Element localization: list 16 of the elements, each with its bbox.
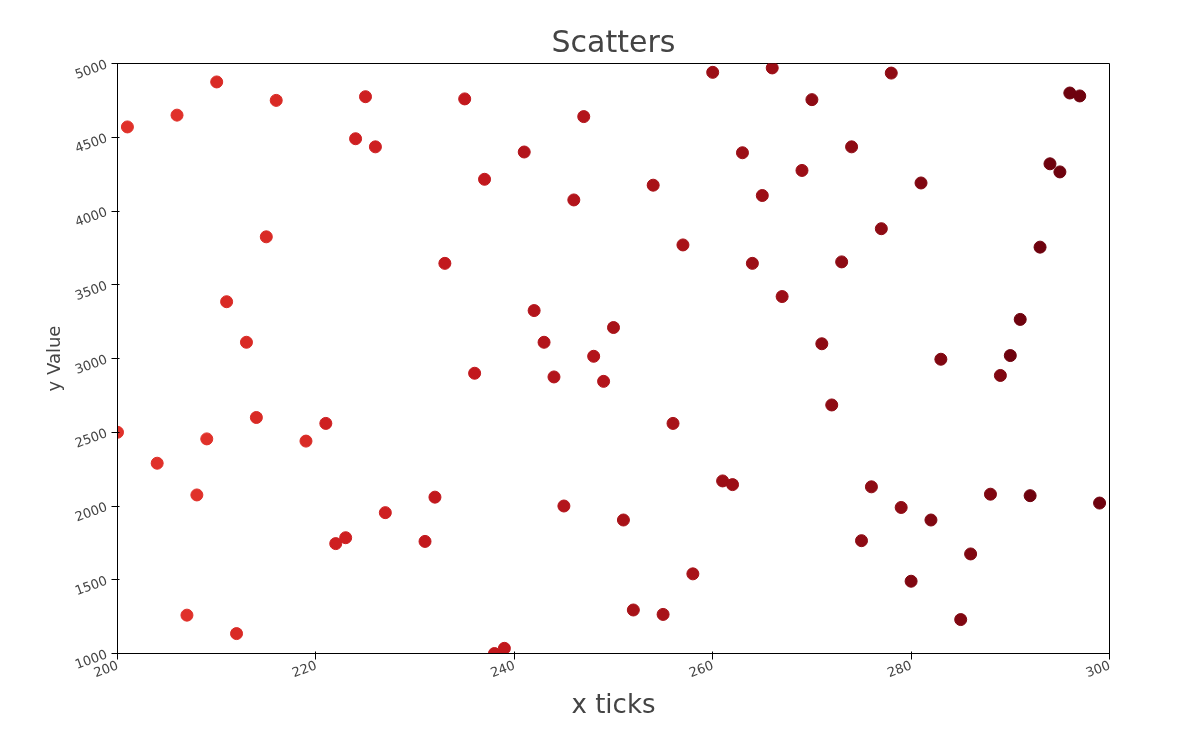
x-axis-title: x ticks xyxy=(571,689,656,720)
y-tick-label: 1500 xyxy=(72,572,110,599)
y-tick-label: 3500 xyxy=(72,277,110,304)
y-tick-label: 2500 xyxy=(72,425,110,451)
x-tick-label: 280 xyxy=(885,657,914,681)
x-tick-label: 300 xyxy=(1083,657,1113,681)
y-tick-label: 4500 xyxy=(72,130,110,156)
chart-title: Scatters xyxy=(551,23,676,59)
y-tick-label: 4000 xyxy=(72,203,110,230)
x-tick-label: 240 xyxy=(488,657,517,681)
x-tick-label: 220 xyxy=(290,657,319,681)
y-axis-title: y Value xyxy=(43,325,65,392)
y-tick-label: 5000 xyxy=(72,56,110,82)
x-tick-label: 260 xyxy=(686,657,716,681)
y-tick-label: 2000 xyxy=(72,498,110,525)
y-tick-label: 3000 xyxy=(72,351,110,377)
